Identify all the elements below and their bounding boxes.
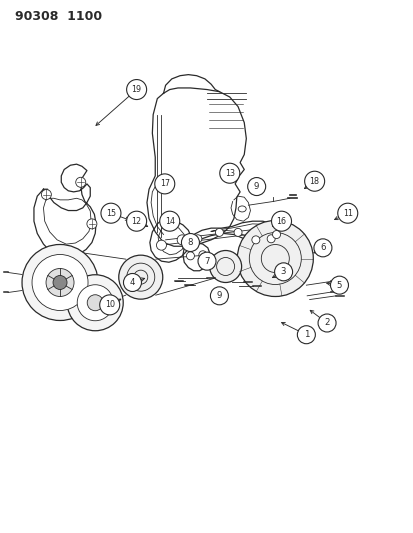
- Circle shape: [77, 285, 113, 321]
- Circle shape: [87, 295, 103, 311]
- Circle shape: [209, 251, 241, 282]
- Text: 12: 12: [131, 217, 141, 225]
- Circle shape: [330, 276, 348, 294]
- Text: 6: 6: [319, 244, 325, 252]
- Circle shape: [159, 211, 179, 231]
- Circle shape: [215, 228, 223, 237]
- Text: 5: 5: [336, 281, 342, 289]
- Circle shape: [126, 79, 146, 100]
- Circle shape: [22, 245, 98, 320]
- Text: 3: 3: [280, 268, 286, 276]
- Circle shape: [197, 252, 216, 270]
- Circle shape: [198, 251, 206, 259]
- Circle shape: [219, 163, 239, 183]
- Text: 9: 9: [254, 182, 259, 191]
- Text: 17: 17: [159, 180, 169, 188]
- Circle shape: [41, 190, 51, 199]
- Text: 16: 16: [276, 217, 286, 225]
- Circle shape: [46, 269, 74, 296]
- Circle shape: [233, 228, 242, 237]
- Text: 7: 7: [204, 257, 209, 265]
- Text: 19: 19: [131, 85, 141, 94]
- Circle shape: [32, 254, 88, 311]
- Circle shape: [100, 295, 119, 315]
- Text: 8: 8: [187, 238, 193, 247]
- Circle shape: [181, 233, 199, 252]
- Circle shape: [119, 255, 162, 299]
- Circle shape: [186, 252, 194, 260]
- Text: 13: 13: [224, 169, 234, 177]
- Circle shape: [177, 235, 187, 245]
- Text: 15: 15: [106, 209, 116, 217]
- Text: 1: 1: [303, 330, 309, 339]
- Text: 9: 9: [216, 292, 221, 300]
- Circle shape: [210, 287, 228, 305]
- Text: 4: 4: [129, 278, 135, 287]
- Circle shape: [126, 211, 146, 231]
- Circle shape: [272, 230, 280, 239]
- Circle shape: [76, 177, 85, 187]
- Circle shape: [101, 203, 121, 223]
- Circle shape: [237, 221, 313, 296]
- Circle shape: [337, 203, 357, 223]
- Circle shape: [266, 235, 275, 243]
- Circle shape: [274, 263, 292, 281]
- Text: 11: 11: [342, 209, 352, 217]
- Circle shape: [53, 276, 67, 289]
- Circle shape: [297, 326, 315, 344]
- Text: 90308  1100: 90308 1100: [15, 10, 102, 23]
- Circle shape: [304, 171, 324, 191]
- Circle shape: [317, 314, 335, 332]
- Circle shape: [193, 235, 202, 243]
- Circle shape: [247, 177, 265, 196]
- Circle shape: [313, 239, 331, 257]
- Text: 10: 10: [104, 301, 114, 309]
- Circle shape: [271, 211, 291, 231]
- Circle shape: [251, 236, 259, 244]
- Circle shape: [154, 174, 174, 194]
- Text: 14: 14: [164, 217, 174, 225]
- Circle shape: [123, 273, 141, 292]
- Text: 18: 18: [309, 177, 319, 185]
- Circle shape: [156, 240, 166, 250]
- Circle shape: [87, 219, 97, 229]
- Text: 2: 2: [323, 319, 329, 327]
- Circle shape: [67, 274, 123, 331]
